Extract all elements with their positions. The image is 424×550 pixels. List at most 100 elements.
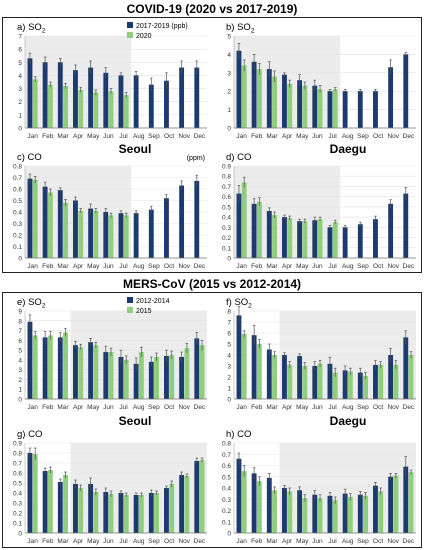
- shaded-period-a: [25, 36, 132, 128]
- x-tick-label-d-sep: Sep: [357, 263, 369, 270]
- y-tick-label-f-5: 5: [227, 342, 231, 349]
- bar-c-s0-may: [88, 208, 94, 258]
- x-tick-label-h-nov: Nov: [387, 538, 399, 545]
- bar-a-s0-mar: [57, 62, 63, 128]
- bar-h-s0-aug: [342, 493, 348, 533]
- x-tick-label-e-dec: Dec: [194, 404, 206, 411]
- bar-h-s1-jun: [317, 498, 323, 533]
- bar-h-s0-jul: [327, 495, 333, 533]
- bar-f-s1-nov: [393, 364, 399, 399]
- bar-d-s0-sep: [357, 224, 363, 258]
- y-tick-label-d-8: 0.8: [222, 174, 231, 181]
- x-tick-label-c-dec: Dec: [194, 263, 206, 270]
- unit-label-c: (ppm): [187, 155, 205, 162]
- x-tick-label-g-oct: Oct: [164, 538, 174, 545]
- y-tick-label-f-2: 2: [227, 375, 231, 382]
- bar-a-s0-apr: [73, 70, 78, 128]
- y-tick-label-c-6: 0.6: [13, 187, 22, 194]
- bar-g-s0-apr: [73, 484, 78, 533]
- panel-label-h: h) CO: [226, 429, 251, 440]
- bar-h-s1-oct: [378, 491, 384, 533]
- bar-a-s0-may: [88, 67, 94, 128]
- y-tick-label-a-0: 0: [18, 126, 22, 133]
- bar-d-s1-jun: [317, 219, 323, 258]
- y-tick-label-a-4: 4: [18, 73, 22, 80]
- bar-e-s1-jul: [123, 359, 129, 399]
- bar-e-s1-dec: [199, 345, 205, 399]
- shaded-period-e: [70, 311, 207, 399]
- bar-c-s0-apr: [73, 200, 78, 258]
- x-tick-label-d-mar: Mar: [266, 263, 278, 270]
- shaded-period-d: [234, 166, 341, 258]
- x-tick-label-d-jan: Jan: [236, 263, 247, 270]
- x-tick-label-d-aug: Aug: [342, 263, 354, 270]
- city-label-seoul-mers: Seoul: [118, 414, 152, 428]
- covid-frame: [2, 17, 422, 273]
- y-tick-label-e-8: 8: [18, 318, 22, 325]
- bar-a-s0-jan: [27, 58, 33, 128]
- bar-h-s1-sep: [363, 495, 368, 533]
- bar-a-s1-may: [93, 92, 99, 128]
- x-tick-label-f-jan: Jan: [236, 404, 247, 411]
- mers-title: MERS-CoV (2015 vs 2012-2014): [122, 277, 302, 291]
- bar-g-s0-feb: [42, 471, 48, 533]
- y-tick-label-f-7: 7: [227, 320, 231, 327]
- bar-e-s1-jun: [108, 352, 114, 399]
- x-tick-label-g-nov: Nov: [178, 538, 190, 545]
- x-tick-label-g-dec: Dec: [194, 538, 206, 545]
- legend-swatch-e-1: [127, 307, 133, 313]
- bar-c-s0-feb: [42, 186, 48, 258]
- x-tick-label-h-feb: Feb: [251, 538, 263, 545]
- bar-f-s0-nov: [388, 355, 394, 399]
- bar-c-s1-apr: [78, 210, 84, 258]
- bar-b-s0-aug: [342, 91, 348, 128]
- x-tick-label-b-mar: Mar: [266, 133, 278, 140]
- y-tick-label-g-2: 0.2: [13, 511, 22, 518]
- x-tick-label-b-sep: Sep: [357, 133, 369, 140]
- x-tick-label-f-nov: Nov: [387, 404, 399, 411]
- x-tick-label-h-sep: Sep: [357, 538, 369, 545]
- bar-g-s1-jun: [108, 494, 114, 533]
- x-tick-label-c-jul: Jul: [119, 263, 128, 270]
- x-tick-label-e-jul: Jul: [119, 404, 128, 411]
- chart-g-seoul-co-mers: 0 0.1 0.2 0.3 0.4 0.5 0.6 0.7 0.8 0.9 Jan Feb Mar Apr…: [13, 429, 207, 545]
- bar-f-s0-jul: [327, 363, 333, 399]
- x-tick-label-f-apr: Apr: [282, 404, 293, 411]
- y-tick-label-b-3: 3: [227, 70, 231, 77]
- y-tick-label-e-7: 7: [18, 328, 22, 335]
- x-tick-label-e-jun: Jun: [103, 404, 114, 411]
- y-tick-label-h-8: 0.8: [222, 441, 231, 448]
- y-tick-label-c-5: 0.5: [13, 198, 22, 205]
- bar-c-s0-jan: [27, 178, 33, 258]
- city-label-seoul-covid: Seoul: [118, 142, 152, 156]
- bar-d-s0-jan: [236, 193, 242, 258]
- bar-a-s0-aug: [133, 75, 139, 128]
- x-tick-label-b-jan: Jan: [236, 133, 247, 140]
- panel-label-b: b) SO2: [226, 22, 255, 35]
- bar-f-s0-jan: [236, 315, 242, 399]
- bar-b-s1-jul: [332, 89, 338, 128]
- bar-d-s1-jan: [241, 182, 247, 258]
- x-tick-label-c-sep: Sep: [148, 263, 160, 270]
- bar-a-s0-jul: [118, 75, 124, 128]
- x-tick-label-a-dec: Dec: [194, 133, 206, 140]
- y-tick-label-d-1: 0.1: [222, 245, 231, 252]
- bar-h-s0-dec: [403, 466, 409, 533]
- x-tick-label-a-aug: Aug: [133, 133, 145, 140]
- x-tick-label-a-may: May: [87, 133, 100, 140]
- bar-f-s0-aug: [342, 370, 348, 399]
- bar-g-s1-may: [93, 492, 99, 533]
- y-tick-label-d-9: 0.9: [222, 164, 231, 171]
- shaded-period-g: [70, 443, 207, 533]
- bar-g-s1-nov: [184, 476, 190, 533]
- x-tick-label-d-may: May: [296, 263, 309, 270]
- x-tick-label-g-aug: Aug: [133, 538, 145, 545]
- panel-label-f: f) SO2: [226, 297, 252, 310]
- y-tick-label-h-0: 0: [227, 531, 231, 538]
- y-tick-label-c-1: 0.1: [13, 244, 22, 251]
- x-tick-label-e-sep: Sep: [148, 404, 160, 411]
- bar-g-s0-may: [88, 484, 94, 533]
- bar-d-s0-aug: [342, 227, 348, 258]
- x-tick-label-a-oct: Oct: [164, 133, 174, 140]
- bar-c-s0-jul: [118, 213, 124, 258]
